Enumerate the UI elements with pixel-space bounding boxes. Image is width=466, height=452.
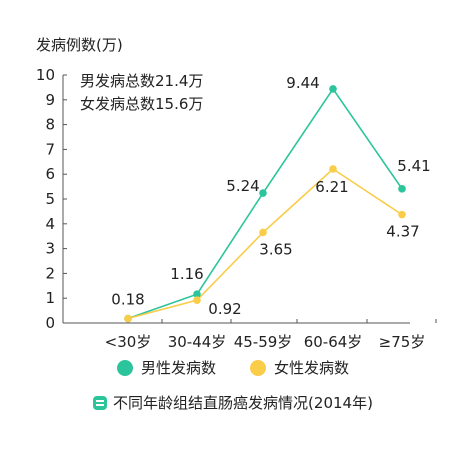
data-label: 6.21 (315, 178, 348, 196)
data-label: 0.18 (111, 291, 144, 309)
y-axis-label: 发病例数(万) (36, 36, 123, 54)
x-tick-label: 45-59岁 (234, 333, 293, 351)
y-tick-label: 7 (45, 140, 55, 158)
data-point-female (193, 296, 201, 304)
table-icon (93, 395, 108, 410)
y-tick-label: 5 (45, 190, 55, 208)
y-tick-label: 0 (45, 314, 55, 332)
legend-label-female: 女性发病数 (274, 359, 350, 377)
legend-label-male: 男性发病数 (140, 359, 216, 377)
annotation-male-total: 男发病总数21.4万 (80, 72, 203, 90)
data-label: 9.44 (286, 74, 319, 92)
x-tick-label: ≥75岁 (379, 333, 426, 351)
x-tick-label: 60-64岁 (304, 333, 363, 351)
legend-swatch-male (116, 359, 133, 376)
legend-item-female: 女性发病数 (250, 357, 349, 378)
data-label: 1.16 (170, 265, 203, 283)
annotation-female-total: 女发病总数15.6万 (80, 95, 203, 113)
line-chart: 发病例数(万) 男发病总数21.4万 女发病总数15.6万 0 1 2 3 4 5 6 7 8 9… (36, 36, 437, 351)
x-tick-label: <30岁 (105, 333, 152, 351)
series-line-male (127, 87, 403, 320)
data-point-female (259, 228, 267, 237)
y-tick-label: 8 (45, 116, 55, 134)
y-tick-label: 6 (45, 165, 55, 183)
y-tick-label: 10 (36, 66, 55, 84)
chart-caption: 不同年龄组结直肠癌发病情况(2014年) (0, 392, 466, 413)
y-tick-label: 9 (45, 91, 55, 109)
data-point-male (193, 290, 201, 299)
legend-swatch-female (250, 359, 266, 376)
data-point-female (124, 314, 132, 323)
data-point-male (259, 189, 267, 197)
y-tick-label: 3 (45, 240, 55, 258)
x-tick-label: 30-44岁 (168, 333, 227, 351)
data-label: 0.92 (208, 300, 241, 318)
data-label: 4.37 (386, 223, 419, 241)
data-point-female (398, 210, 406, 219)
y-tick-label: 2 (45, 264, 55, 282)
data-label: 3.65 (259, 240, 292, 258)
caption-text: 不同年龄组结直肠癌发病情况(2014年) (113, 394, 373, 412)
legend: 男性发病数 女性发病数 (0, 357, 466, 378)
data-point-female (329, 165, 337, 173)
legend-item-male: 男性发病数 (116, 357, 216, 378)
data-point-male (398, 185, 406, 193)
data-label: 5.24 (226, 177, 259, 195)
y-tick-label: 1 (45, 289, 55, 307)
data-label: 5.41 (397, 157, 430, 175)
data-point-male (329, 85, 337, 93)
y-tick-label: 4 (45, 215, 55, 233)
